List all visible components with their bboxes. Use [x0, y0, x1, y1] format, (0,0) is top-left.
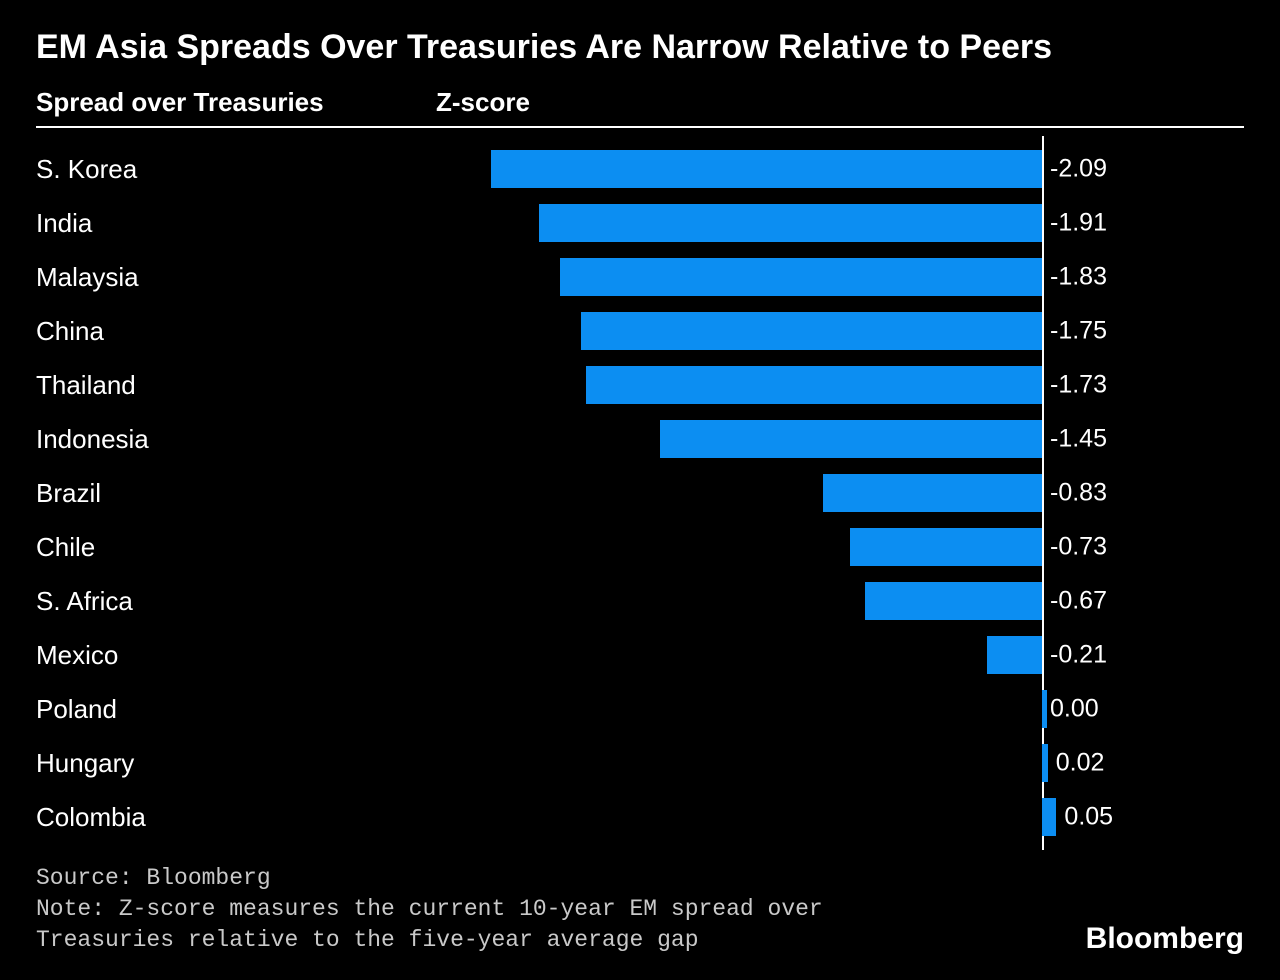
column-header-value: Z-score [436, 87, 1244, 118]
bar-row: Mexico -0.21 [36, 628, 1244, 682]
bar-row: S. Africa -0.67 [36, 574, 1244, 628]
row-label: Poland [36, 694, 436, 725]
bar [1042, 690, 1047, 728]
bar-area: 0.05 [436, 790, 1244, 844]
chart-title: EM Asia Spreads Over Treasuries Are Narr… [36, 28, 1244, 67]
brand-label: Bloomberg [1086, 922, 1244, 956]
row-label: Malaysia [36, 262, 436, 293]
bar [539, 204, 1042, 242]
column-headers: Spread over Treasuries Z-score [36, 87, 1244, 128]
bar [491, 150, 1042, 188]
row-label: Mexico [36, 640, 436, 671]
row-label: Indonesia [36, 424, 436, 455]
bar-area: -1.73 [436, 358, 1244, 412]
bar-row: Thailand -1.73 [36, 358, 1244, 412]
row-label: Chile [36, 532, 436, 563]
bar-area: 0.00 [436, 682, 1244, 736]
bar [1042, 798, 1056, 836]
bar [1042, 744, 1048, 782]
bar-row: Chile -0.73 [36, 520, 1244, 574]
bar-area: 0.02 [436, 736, 1244, 790]
bar-row: Colombia 0.05 [36, 790, 1244, 844]
row-label: Brazil [36, 478, 436, 509]
bar [823, 474, 1042, 512]
bar-area: -1.83 [436, 250, 1244, 304]
bar-row: India -1.91 [36, 196, 1244, 250]
value-label: -1.75 [1050, 317, 1107, 346]
bar-row: Indonesia -1.45 [36, 412, 1244, 466]
bar-area: -0.83 [436, 466, 1244, 520]
value-label: -1.91 [1050, 209, 1107, 238]
row-label: Hungary [36, 748, 436, 779]
bar-area: -0.67 [436, 574, 1244, 628]
bar-area: -1.45 [436, 412, 1244, 466]
bar-area: -0.21 [436, 628, 1244, 682]
row-label: China [36, 316, 436, 347]
value-label: -1.45 [1050, 425, 1107, 454]
value-label: -0.67 [1050, 587, 1107, 616]
row-label: Thailand [36, 370, 436, 401]
bar [987, 636, 1042, 674]
value-label: -2.09 [1050, 155, 1107, 184]
row-label: S. Africa [36, 586, 436, 617]
row-label: S. Korea [36, 154, 436, 185]
value-label: -1.73 [1050, 371, 1107, 400]
column-header-category: Spread over Treasuries [36, 87, 436, 118]
footer-text: Source: Bloomberg Note: Z-score measures… [36, 863, 936, 956]
bar [850, 528, 1042, 566]
bar-row: Brazil -0.83 [36, 466, 1244, 520]
value-label: -0.83 [1050, 479, 1107, 508]
bar-row: S. Korea -2.09 [36, 142, 1244, 196]
chart-container: EM Asia Spreads Over Treasuries Are Narr… [0, 0, 1280, 980]
bar [560, 258, 1042, 296]
bar-area: -1.91 [436, 196, 1244, 250]
value-label: 0.02 [1056, 749, 1105, 778]
row-label: India [36, 208, 436, 239]
chart-rows: S. Korea -2.09 India -1.91 Malaysia -1.83 Chin… [36, 142, 1244, 844]
bar-area: -2.09 [436, 142, 1244, 196]
bar [660, 420, 1042, 458]
value-label: 0.00 [1050, 695, 1099, 724]
bar [865, 582, 1042, 620]
bar [586, 366, 1042, 404]
bar-row: Malaysia -1.83 [36, 250, 1244, 304]
value-label: -0.21 [1050, 641, 1107, 670]
bar-area: -1.75 [436, 304, 1244, 358]
row-label: Colombia [36, 802, 436, 833]
chart-footer: Source: Bloomberg Note: Z-score measures… [36, 863, 1244, 956]
bar-area: -0.73 [436, 520, 1244, 574]
footer-note: Note: Z-score measures the current 10-ye… [36, 894, 936, 956]
value-label: -1.83 [1050, 263, 1107, 292]
value-label: 0.05 [1064, 803, 1113, 832]
footer-source: Source: Bloomberg [36, 863, 936, 894]
bar-row: Poland 0.00 [36, 682, 1244, 736]
bar [581, 312, 1042, 350]
value-label: -0.73 [1050, 533, 1107, 562]
bar-row: Hungary 0.02 [36, 736, 1244, 790]
bar-row: China -1.75 [36, 304, 1244, 358]
